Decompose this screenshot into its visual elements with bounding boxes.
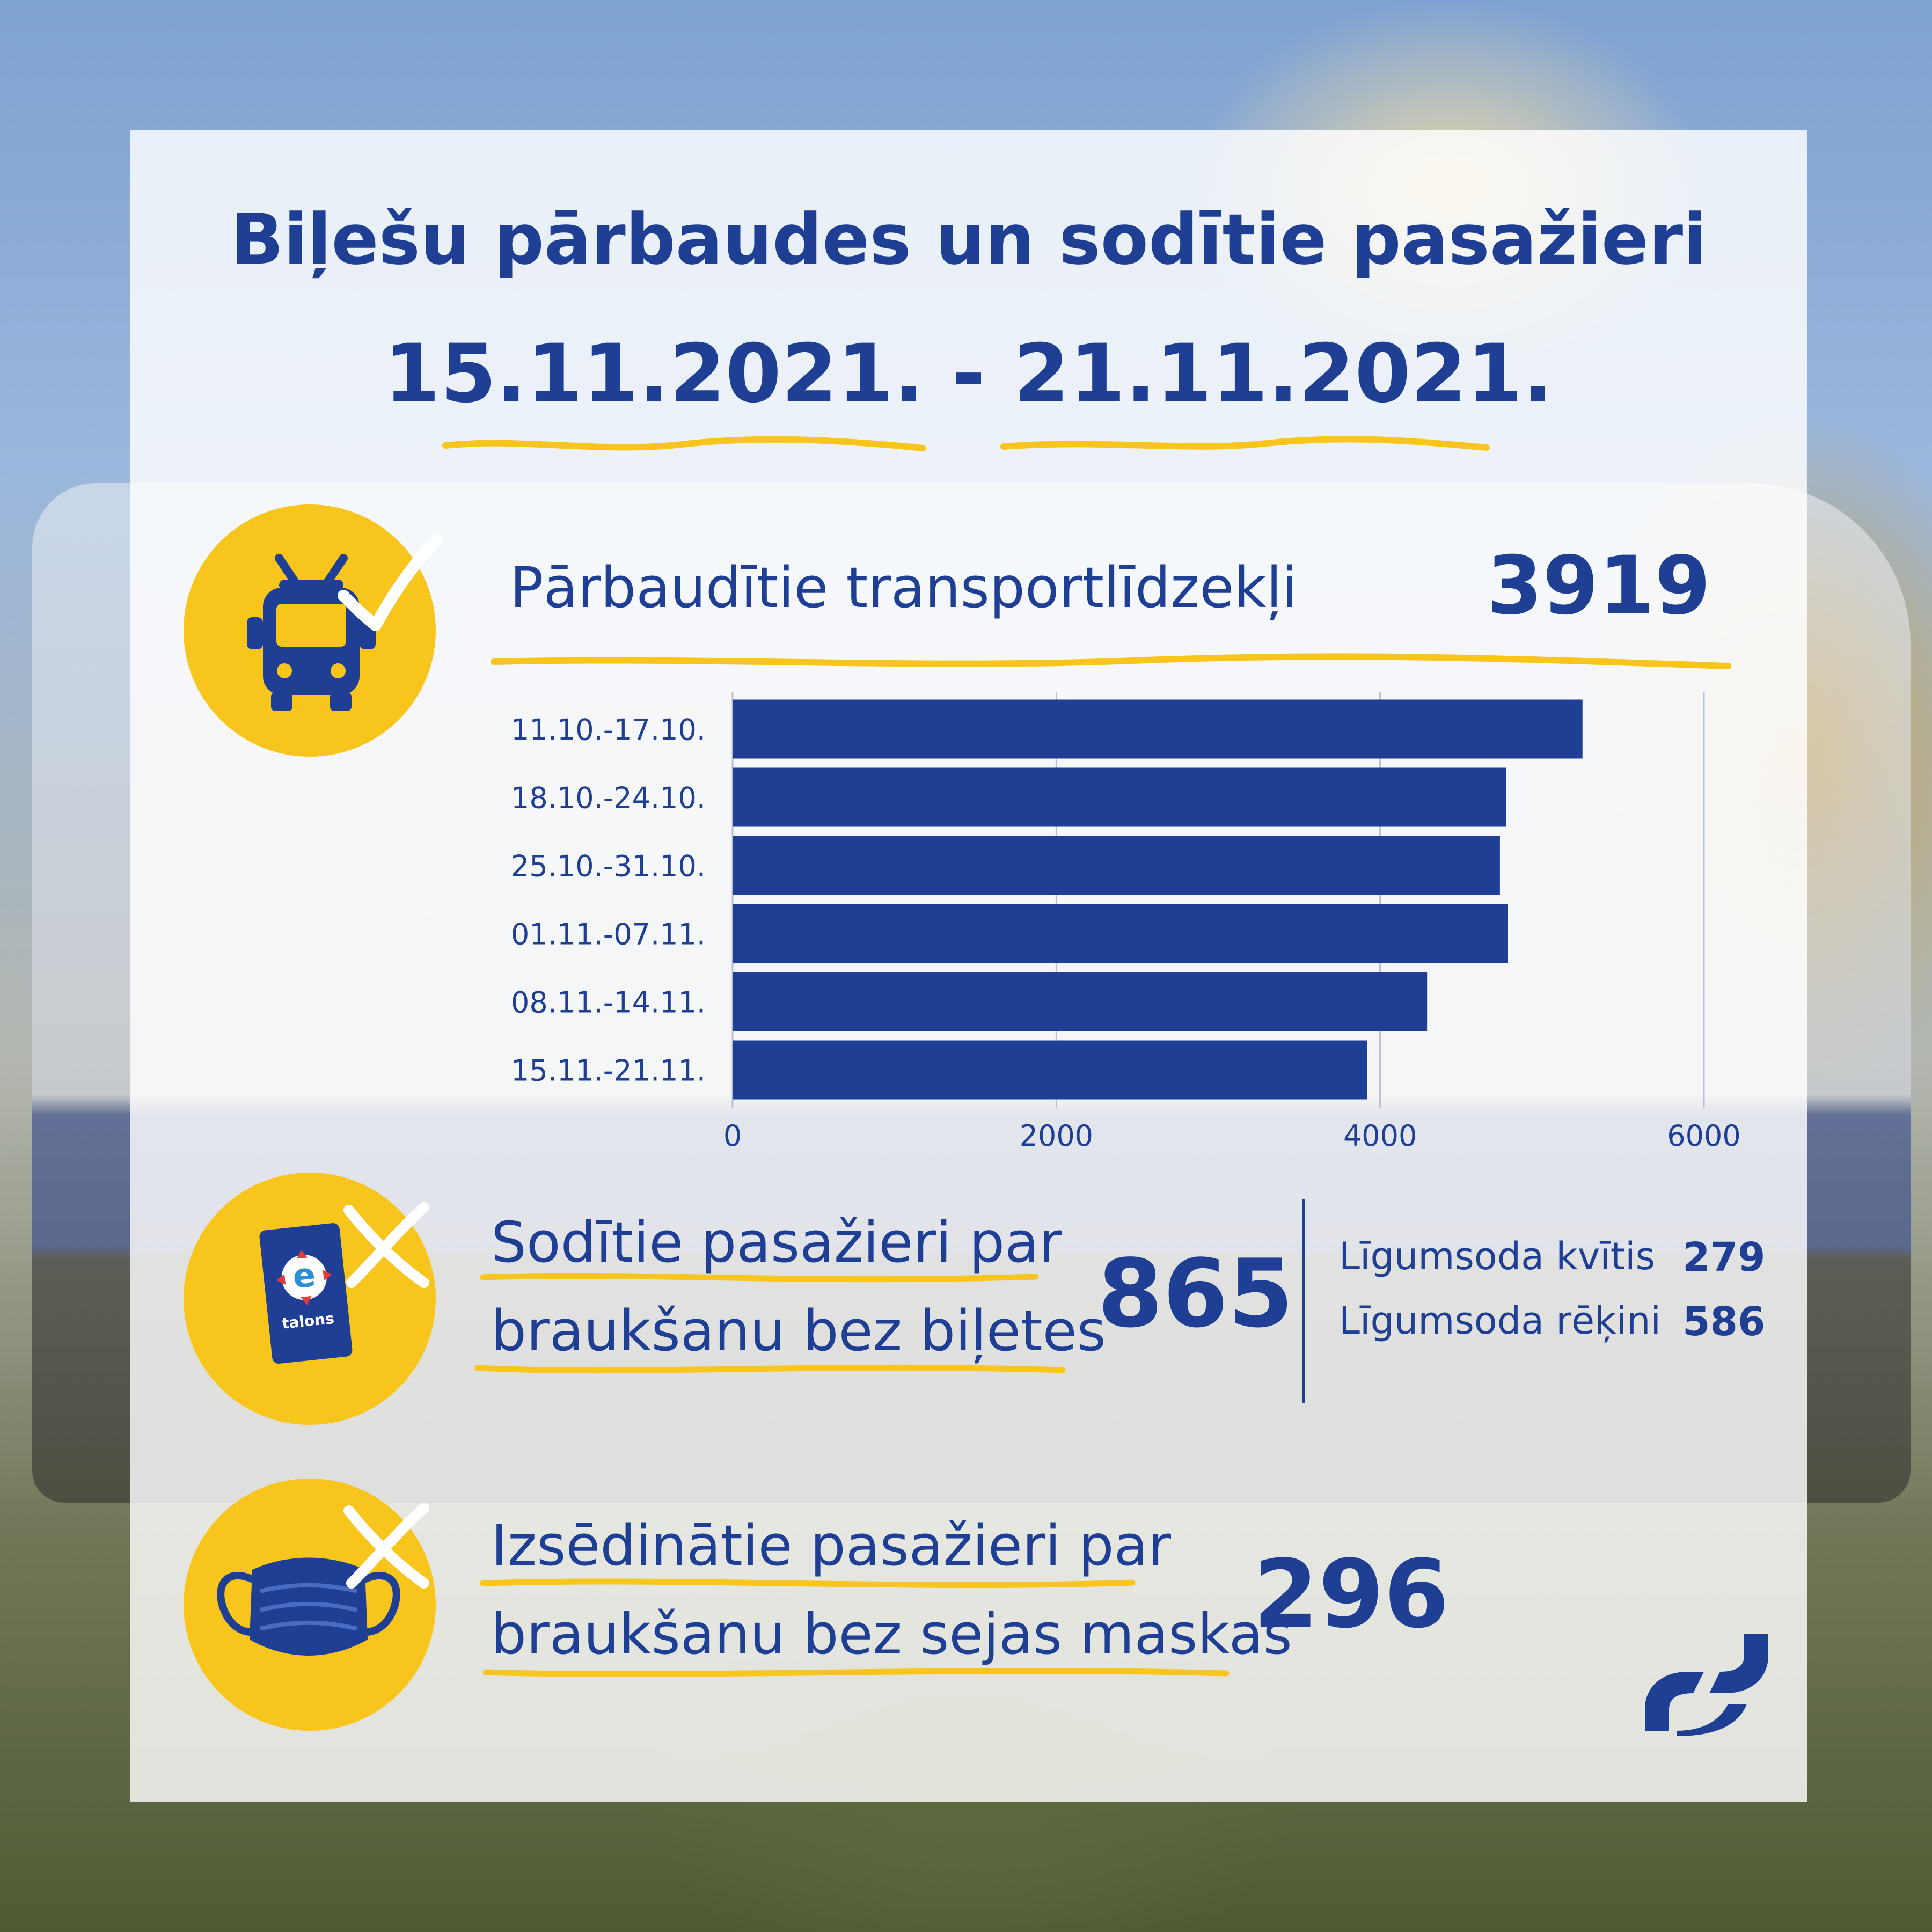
x-tick-label: 2000 [1020, 1119, 1093, 1153]
x-tick-label: 4000 [1343, 1119, 1417, 1153]
fined-underline-1 [480, 1272, 1039, 1283]
chart-bar [733, 836, 1500, 895]
fined-value: 865 [1097, 1240, 1294, 1349]
checkmark-icon [338, 533, 443, 631]
removed-value: 296 [1253, 1540, 1450, 1649]
period-subtitle: 15.11.2021. - 21.11.2021. [384, 327, 1554, 421]
category-label: 15.11.-21.11. [511, 1054, 706, 1088]
removed-underline-1 [480, 1578, 1136, 1589]
fined-label-line2: braukšanu bez biļetes [491, 1298, 1106, 1364]
chart-bar [733, 699, 1583, 759]
etalons-card-icon: e [259, 1223, 353, 1364]
removed-underline-2 [482, 1667, 1230, 1677]
fined-label-line1: Sodītie pasažieri par [491, 1210, 1062, 1275]
x-tick-label: 0 [723, 1119, 742, 1153]
removed-label-line1: Izsēdinātie pasažieri par [491, 1513, 1172, 1578]
cross-icon [343, 1202, 429, 1288]
x-tick-label: 6000 [1667, 1119, 1740, 1153]
removed-label-line2: braukšanu bez sejas maskas [491, 1601, 1292, 1667]
rigas-satiksme-logo [1645, 1634, 1768, 1736]
chart-bar [733, 767, 1506, 827]
face-mask-icon [217, 1557, 400, 1656]
fined-underline-2 [474, 1364, 1066, 1374]
trolleybus-icon [247, 554, 376, 711]
chart-bar [733, 1040, 1367, 1100]
category-label: 25.10.-31.10. [511, 850, 706, 883]
category-label: 18.10.-24.10. [511, 781, 706, 815]
category-label: 01.11.-07.11. [511, 918, 706, 952]
category-label: 11.10.-17.10. [511, 713, 706, 747]
vehicles-bar-chart: 11.10.-17.10. 18.10.-24.10. 25.10.-31.10. 0… [511, 692, 1741, 1153]
breakdown-label-1: Līgumsoda kvītis [1339, 1234, 1656, 1278]
chart-bar [733, 972, 1428, 1031]
category-label: 08.11.-14.11. [511, 986, 706, 1020]
page-title: Biļešu pārbaudes un sodītie pasažieri [230, 199, 1707, 280]
period-underline-right [1000, 436, 1490, 451]
period-underline-left [442, 436, 926, 451]
vehicles-label: Pārbaudītie transportlīdzekļi [510, 555, 1298, 620]
cross-icon [343, 1503, 429, 1589]
vehicles-underline [491, 653, 1731, 669]
vehicles-value: 3919 [1487, 539, 1711, 633]
breakdown-label-2: Līgumsoda rēķini [1339, 1299, 1661, 1343]
svg-text:e: e [291, 1255, 317, 1296]
breakdown-value-1: 279 [1682, 1234, 1766, 1280]
chart-bar [733, 904, 1508, 963]
breakdown-value-2: 586 [1682, 1299, 1766, 1345]
breakdown-divider [1302, 1199, 1305, 1403]
